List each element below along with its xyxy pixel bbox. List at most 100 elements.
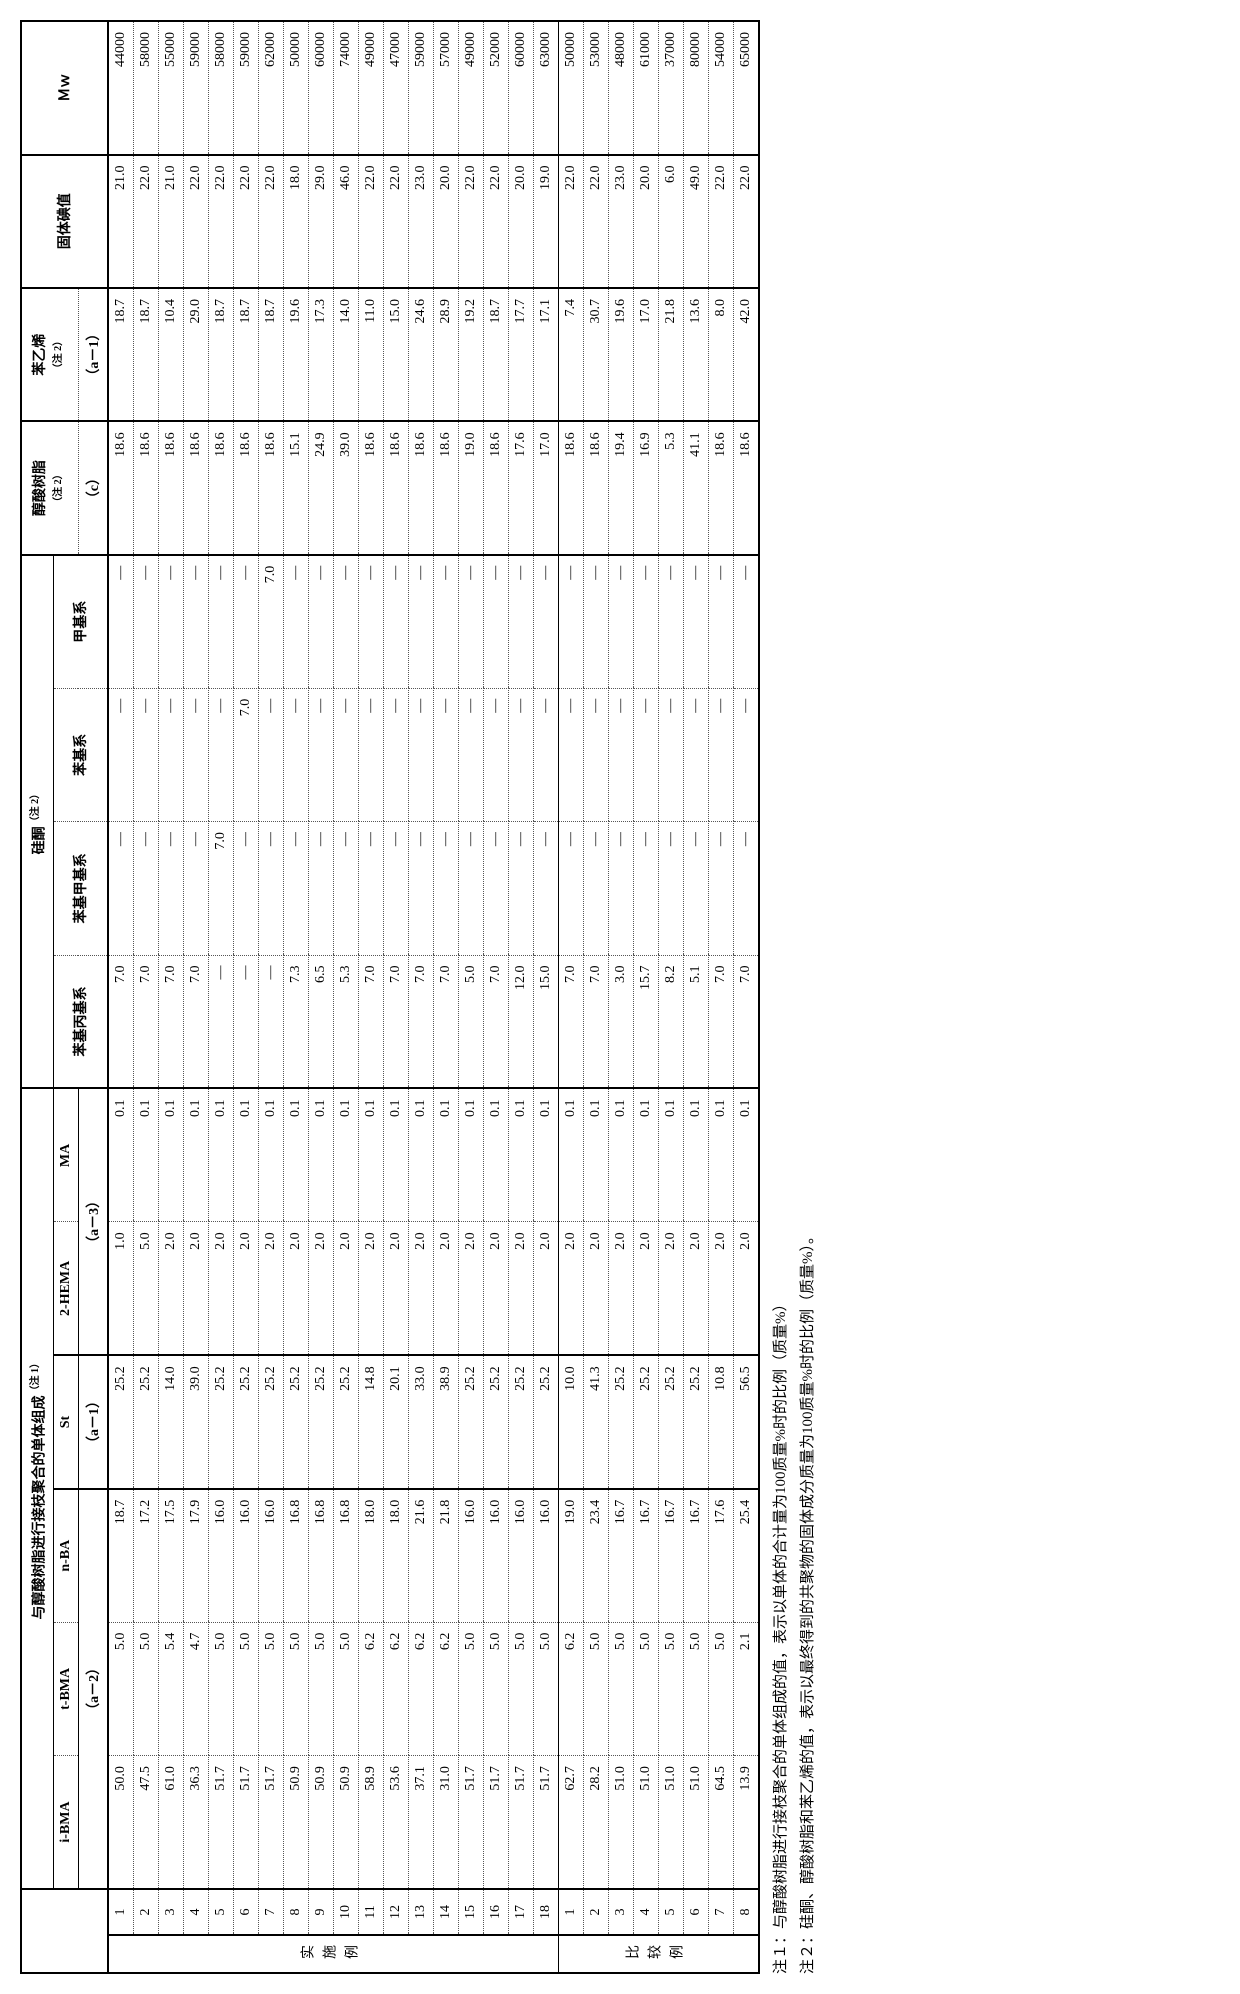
header-iBMA: i-BMA xyxy=(53,1756,78,1889)
cell-iBMA: 53.6 xyxy=(383,1756,408,1889)
cell-MA: 0.1 xyxy=(508,1088,533,1221)
cell-nBA: 16.0 xyxy=(458,1489,483,1622)
cell-a1: 17.7 xyxy=(508,288,533,421)
cell-iod: 19.0 xyxy=(533,155,558,288)
cell-nBA: 16.0 xyxy=(483,1489,508,1622)
cell-iod: 22.0 xyxy=(233,155,258,288)
cell-ps: — xyxy=(283,688,308,821)
cell-iod: 22.0 xyxy=(483,155,508,288)
row-number: 2 xyxy=(133,1889,158,1935)
row-number: 16 xyxy=(483,1889,508,1935)
cell-iod: 21.0 xyxy=(108,155,134,288)
cell-tBMA: 5.0 xyxy=(308,1622,333,1755)
cell-c: 18.6 xyxy=(483,421,508,554)
cell-MA: 0.1 xyxy=(683,1088,708,1221)
cell-pm: — xyxy=(258,822,283,955)
cell-ms: — xyxy=(708,555,733,688)
cell-pm: — xyxy=(483,822,508,955)
cell-St: 33.0 xyxy=(408,1355,433,1488)
cell-HEMA: 2.0 xyxy=(633,1222,658,1355)
row-number: 18 xyxy=(533,1889,558,1935)
header-HEMA: 2-HEMA xyxy=(53,1222,78,1355)
cell-iBMA: 51.0 xyxy=(683,1756,708,1889)
cell-HEMA: 2.0 xyxy=(233,1222,258,1355)
cell-tBMA: 5.0 xyxy=(508,1622,533,1755)
group-label-ex: 实施例 xyxy=(108,1935,559,1973)
cell-nBA: 16.0 xyxy=(233,1489,258,1622)
cell-mw: 63000 xyxy=(533,21,558,155)
cell-tBMA: 5.0 xyxy=(208,1622,233,1755)
cell-pm: — xyxy=(583,822,608,955)
table-row: 228.25.023.441.32.00.17.0———18.630.722.0… xyxy=(583,21,608,1973)
cell-St: 25.2 xyxy=(633,1355,658,1488)
cell-MA: 0.1 xyxy=(133,1088,158,1221)
cell-tBMA: 6.2 xyxy=(558,1622,583,1755)
cell-MA: 0.1 xyxy=(408,1088,433,1221)
cell-pp: 6.5 xyxy=(308,955,333,1088)
cell-pm: — xyxy=(533,822,558,955)
cell-St: 38.9 xyxy=(433,1355,458,1488)
table-row: 551.05.016.725.22.00.18.2———5.321.86.037… xyxy=(658,21,683,1973)
cell-pm: — xyxy=(358,822,383,955)
cell-HEMA: 2.0 xyxy=(158,1222,183,1355)
cell-a1: 14.0 xyxy=(333,288,358,421)
row-number: 9 xyxy=(308,1889,333,1935)
cell-iod: 20.0 xyxy=(433,155,458,288)
cell-tBMA: 5.0 xyxy=(683,1622,708,1755)
cell-a1: 7.4 xyxy=(558,288,583,421)
cell-c: 17.0 xyxy=(533,421,558,554)
cell-pm: — xyxy=(108,822,134,955)
cell-HEMA: 2.0 xyxy=(708,1222,733,1355)
row-number: 13 xyxy=(408,1889,433,1935)
cell-HEMA: 2.0 xyxy=(408,1222,433,1355)
header-nBA: n-BA xyxy=(53,1489,78,1622)
cell-pp: 7.0 xyxy=(133,955,158,1088)
cell-tBMA: 5.0 xyxy=(458,1622,483,1755)
cell-pp: 7.0 xyxy=(733,955,759,1088)
cell-pm: — xyxy=(408,822,433,955)
cell-mw: 59000 xyxy=(183,21,208,155)
cell-pp: — xyxy=(208,955,233,1088)
cell-ps: — xyxy=(308,688,333,821)
cell-St: 25.2 xyxy=(308,1355,333,1488)
cell-nBA: 21.6 xyxy=(408,1489,433,1622)
cell-MA: 0.1 xyxy=(608,1088,633,1221)
footnote-1: 注１：与醇酸树脂进行接枝聚合的单体组成的值，表示以单体的合计量为100质量%时的… xyxy=(768,20,795,1974)
cell-iBMA: 37.1 xyxy=(408,1756,433,1889)
cell-HEMA: 2.0 xyxy=(383,1222,408,1355)
cell-nBA: 25.4 xyxy=(733,1489,759,1622)
cell-ps: — xyxy=(408,688,433,821)
composition-table: 与醇酸树脂进行接枝聚合的单体组成（注 1）硅酮（注 2）醇酸树脂（注 2）苯乙烯… xyxy=(20,20,760,1974)
cell-ps: — xyxy=(183,688,208,821)
cell-ps: — xyxy=(633,688,658,821)
header-phenylpropyl: 苯基丙基系 xyxy=(53,955,108,1088)
cell-ps: — xyxy=(508,688,533,821)
cell-mw: 50000 xyxy=(283,21,308,155)
cell-nBA: 16.7 xyxy=(633,1489,658,1622)
table-row: 361.05.417.514.02.00.17.0———18.610.421.0… xyxy=(158,21,183,1973)
cell-tBMA: 5.0 xyxy=(483,1622,508,1755)
table-row: 1651.75.016.025.22.00.17.0———18.618.722.… xyxy=(483,21,508,1973)
cell-pm: — xyxy=(508,822,533,955)
cell-a1: 11.0 xyxy=(358,288,383,421)
cell-HEMA: 2.0 xyxy=(483,1222,508,1355)
cell-a1: 17.0 xyxy=(633,288,658,421)
cell-St: 20.1 xyxy=(383,1355,408,1488)
cell-ps: — xyxy=(733,688,759,821)
header-phenylmethyl: 苯基甲基系 xyxy=(53,822,108,955)
cell-pm: — xyxy=(433,822,458,955)
cell-mw: 74000 xyxy=(333,21,358,155)
cell-ms: — xyxy=(233,555,258,688)
cell-ms: — xyxy=(433,555,458,688)
cell-mw: 49000 xyxy=(358,21,383,155)
row-number: 7 xyxy=(708,1889,733,1935)
table-row: 实施例150.05.018.725.21.00.17.0———18.618.72… xyxy=(108,21,134,1973)
cell-St: 25.2 xyxy=(508,1355,533,1488)
cell-ps: 7.0 xyxy=(233,688,258,821)
cell-nBA: 16.0 xyxy=(208,1489,233,1622)
cell-iBMA: 47.5 xyxy=(133,1756,158,1889)
cell-HEMA: 2.0 xyxy=(183,1222,208,1355)
cell-tBMA: 5.4 xyxy=(158,1622,183,1755)
cell-a1: 19.6 xyxy=(608,288,633,421)
header-sub-a1-styrene: （a－1） xyxy=(78,288,108,421)
